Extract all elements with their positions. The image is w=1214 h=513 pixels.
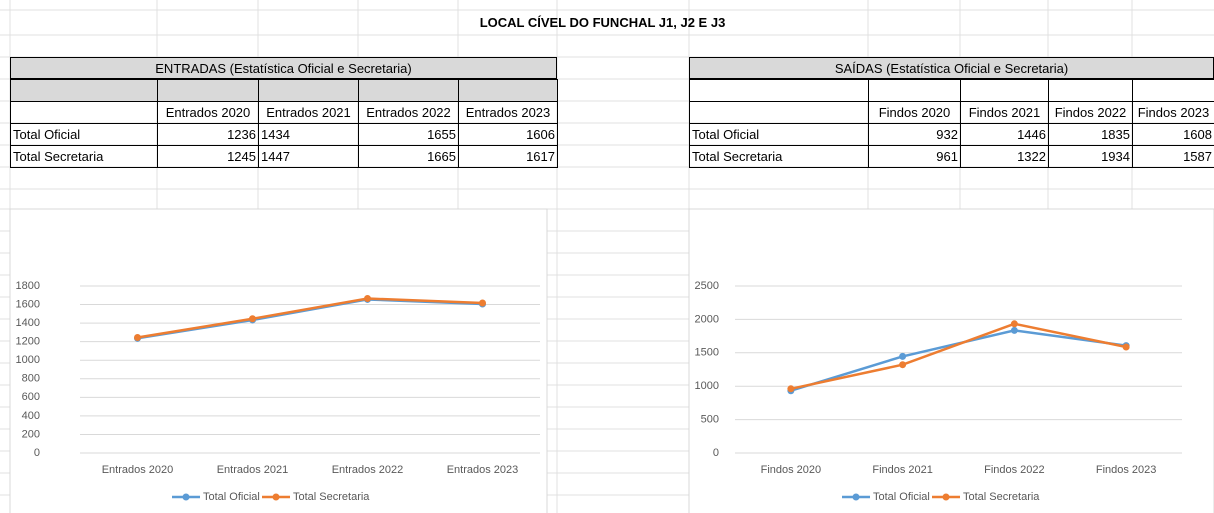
y-tick-label: 1000 (695, 380, 719, 392)
y-tick-label: 1600 (16, 298, 40, 310)
y-tick-label: 1500 (695, 347, 719, 359)
x-tick-label: Findos 2021 (872, 464, 933, 476)
data-point (787, 385, 795, 393)
x-tick-label: Findos 2022 (984, 464, 1045, 476)
y-tick-label: 1000 (16, 354, 40, 366)
data-point (134, 333, 141, 341)
table-title: SAÍDAS (Estatística Oficial e Secretaria… (689, 57, 1214, 79)
chart-area (688, 208, 1214, 513)
x-tick-label: Findos 2020 (761, 464, 822, 476)
data-point (479, 299, 486, 307)
legend-label: Total Oficial (873, 491, 930, 503)
x-tick-label: Entrados 2023 (447, 464, 519, 476)
y-tick-label: 2500 (695, 280, 719, 292)
y-tick-label: 1800 (16, 280, 40, 292)
table-value: 1617 (458, 145, 558, 168)
legend-marker (942, 493, 950, 501)
series-line (790, 322, 1127, 391)
data-point (1010, 320, 1018, 328)
data-point (1010, 326, 1018, 334)
data-point (364, 295, 371, 303)
y-tick-label: 200 (22, 428, 40, 440)
table-value: 1587 (1132, 145, 1214, 168)
y-tick-label: 0 (34, 447, 40, 459)
legend-label: Total Secretaria (963, 491, 1040, 503)
y-tick-label: 800 (22, 373, 40, 385)
legend-marker (852, 493, 860, 501)
y-tick-label: 2000 (695, 313, 719, 325)
y-tick-label: 0 (713, 447, 719, 459)
data-point (899, 352, 907, 360)
sheet-title: LOCAL CÍVEL DO FUNCHAL J1, J2 E J3 (479, 15, 726, 30)
legend-label: Total Secretaria (293, 491, 370, 503)
series-line (137, 297, 483, 339)
y-tick-label: 400 (22, 410, 40, 422)
data-point (1122, 343, 1130, 351)
x-tick-label: Entrados 2022 (332, 464, 404, 476)
x-tick-label: Entrados 2020 (102, 464, 174, 476)
x-tick-label: Findos 2023 (1096, 464, 1157, 476)
y-tick-label: 1400 (16, 317, 40, 329)
legend-marker (272, 493, 280, 501)
y-tick-label: 1200 (16, 336, 40, 348)
data-point (899, 361, 907, 369)
y-tick-label: 600 (22, 391, 40, 403)
data-point (249, 315, 256, 323)
legend-marker (182, 493, 190, 501)
y-tick-label: 500 (701, 414, 719, 426)
chart-area (9, 208, 548, 513)
x-tick-label: Entrados 2021 (217, 464, 289, 476)
table-title: ENTRADAS (Estatística Oficial e Secretar… (10, 57, 557, 79)
legend-label: Total Oficial (203, 491, 260, 503)
